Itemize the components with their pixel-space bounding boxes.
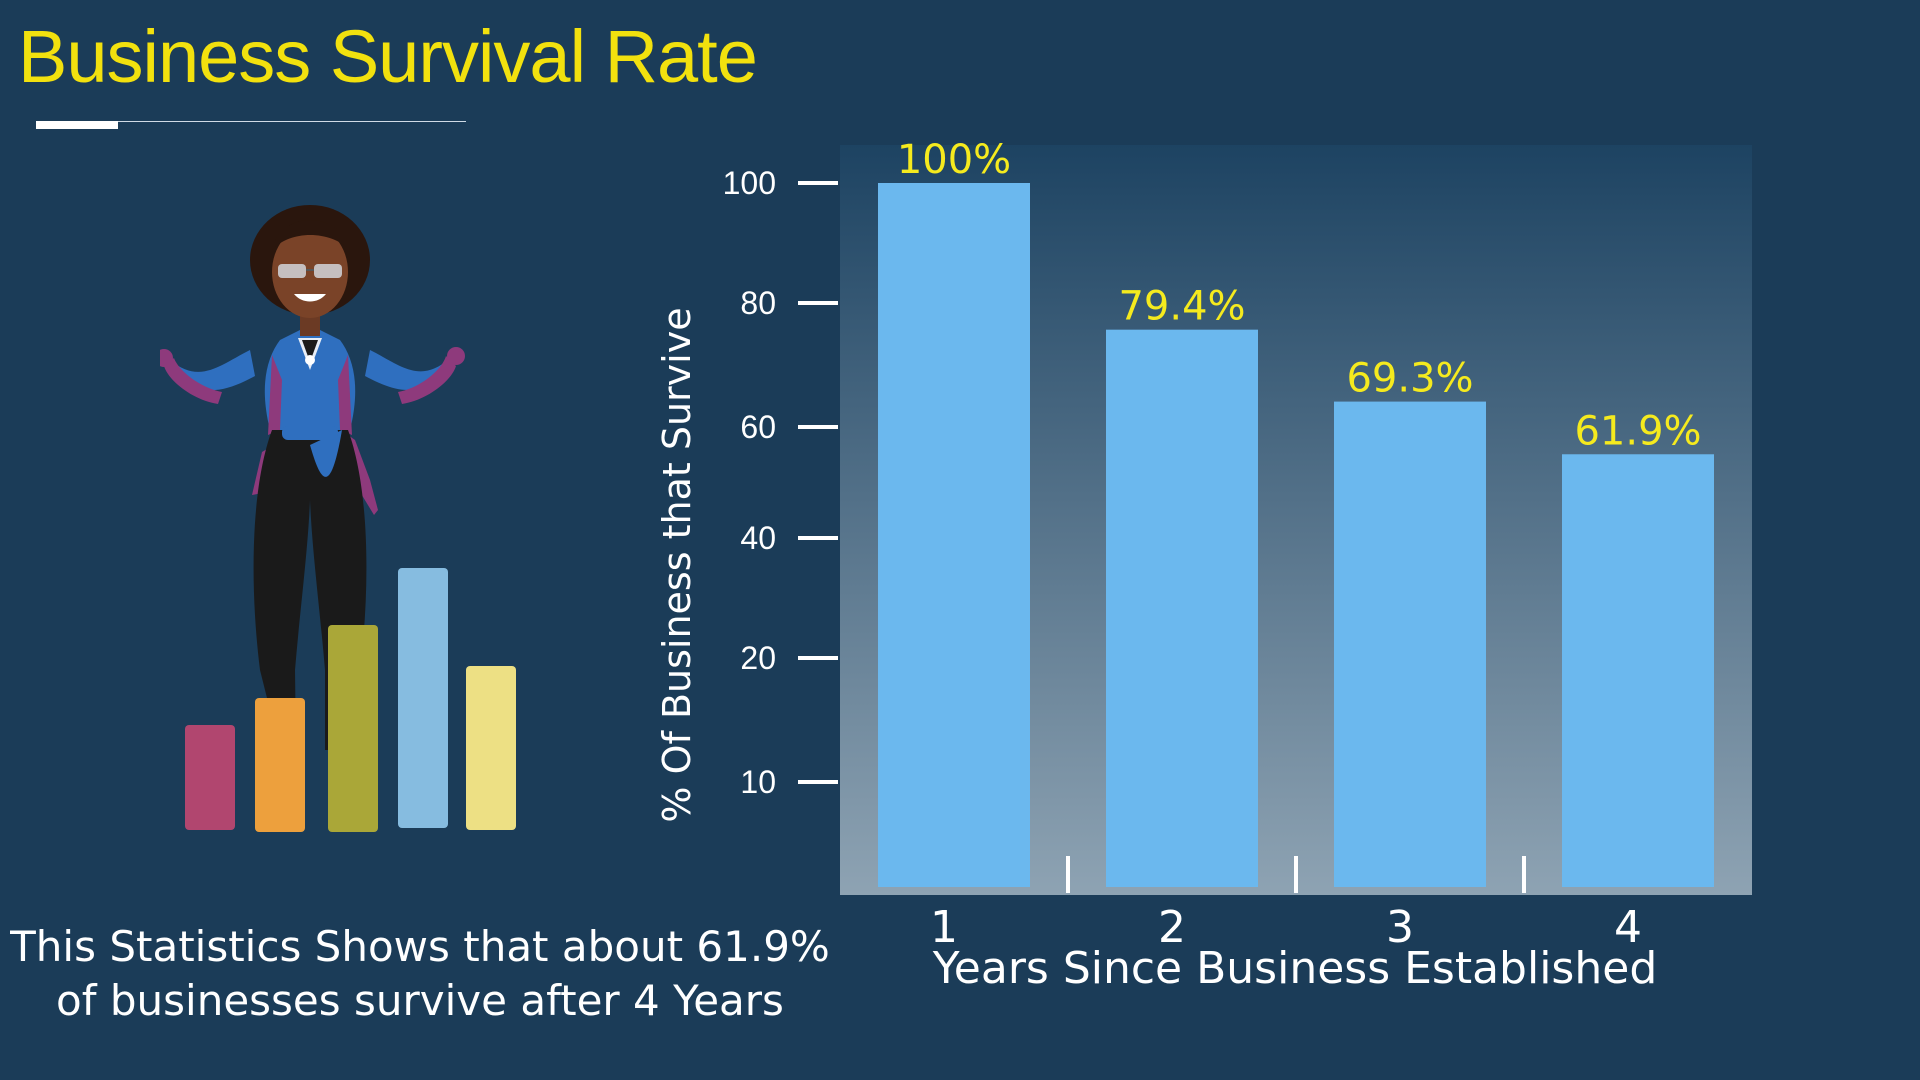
bar xyxy=(1334,401,1486,887)
decorative-bar xyxy=(328,625,378,832)
bar xyxy=(878,183,1030,887)
title-underline xyxy=(36,121,466,122)
page-title: Business Survival Rate xyxy=(18,15,758,98)
decorative-bar xyxy=(185,725,235,830)
y-tick-label: 10 xyxy=(740,764,776,800)
decorative-bar-group xyxy=(185,568,516,832)
x-tick-label: 1 xyxy=(930,902,958,953)
y-axis-label: % Of Business that Survive xyxy=(655,307,699,822)
y-tick-label: 60 xyxy=(740,409,776,445)
y-tick-label: 20 xyxy=(740,640,776,676)
bar xyxy=(1562,454,1714,887)
data-label: 100% xyxy=(897,137,1011,183)
caption-line-2: of businesses survive after 4 Years xyxy=(56,976,784,1025)
x-axis-label: Years Since Business Established xyxy=(932,943,1658,994)
data-label: 61.9% xyxy=(1574,408,1701,454)
y-tick-label: 40 xyxy=(740,520,776,556)
decorative-bar xyxy=(398,568,448,828)
decorative-bar xyxy=(466,666,516,830)
data-label: 79.4% xyxy=(1118,284,1245,330)
caption-line-1: This Statistics Shows that about 61.9% xyxy=(10,922,830,971)
x-tick-label: 3 xyxy=(1386,902,1414,953)
bar xyxy=(1106,329,1258,887)
decorative-bar xyxy=(255,698,305,832)
y-tick-label: 100 xyxy=(723,165,776,201)
y-tick-label: 80 xyxy=(740,285,776,321)
title-underline-accent xyxy=(36,121,118,129)
caption: This Statistics Shows that about 61.9% o… xyxy=(0,920,840,1028)
businesswoman-with-bar-chart-icon xyxy=(160,205,516,832)
x-tick-label: 2 xyxy=(1158,902,1186,953)
data-label: 69.3% xyxy=(1346,356,1473,402)
x-tick-label: 4 xyxy=(1614,902,1642,953)
